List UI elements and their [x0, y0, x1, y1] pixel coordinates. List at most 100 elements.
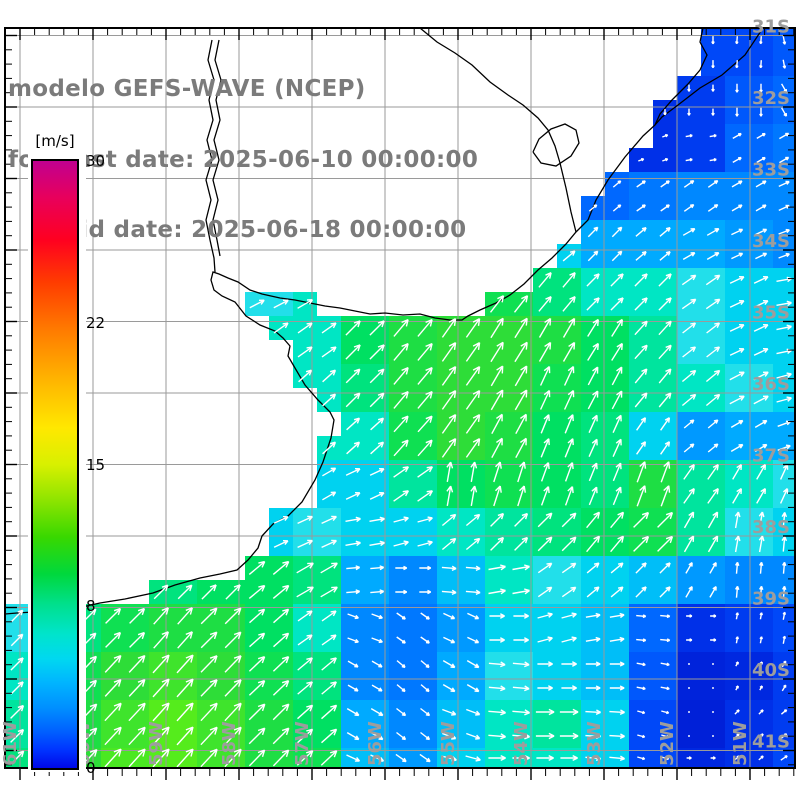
- wind-arrow: [152, 748, 170, 768]
- wind-arrow: [562, 272, 576, 288]
- wind-arrow: [753, 348, 769, 356]
- lon-label: 56W: [365, 721, 386, 766]
- wind-arrow: [345, 516, 361, 523]
- wind-arrow: [224, 748, 242, 768]
- wind-arrow: [710, 638, 717, 642]
- wind-arrow: [488, 661, 506, 668]
- wind-arrow: [370, 707, 384, 717]
- wind-arrow: [153, 631, 169, 649]
- wind-arrow: [681, 274, 697, 286]
- wind-arrow: [759, 612, 763, 620]
- wind-arrow: [587, 226, 599, 238]
- wind-arrow: [488, 588, 506, 595]
- wind-arrow: [660, 461, 671, 483]
- wind-arrow: [176, 678, 194, 698]
- wind-arrow: [540, 486, 550, 506]
- wind-arrow: [395, 753, 407, 763]
- wind-arrow: [371, 684, 383, 692]
- wind-arrow: [731, 228, 744, 236]
- wind-arrow: [612, 438, 622, 457]
- wind-arrow: [634, 273, 648, 287]
- wind-arrow: [662, 158, 669, 162]
- wind-arrow: [734, 709, 740, 715]
- wind-arrow: [489, 295, 505, 313]
- wind-arrow: [633, 535, 650, 552]
- wind-arrow: [320, 586, 338, 598]
- wind-arrow: [561, 512, 577, 528]
- wind-arrow: [321, 634, 337, 646]
- wind-arrow: [535, 708, 555, 716]
- wind-arrow: [441, 589, 457, 595]
- wind-arrow: [128, 654, 146, 673]
- wind-arrow: [658, 297, 672, 311]
- wind-arrow: [346, 754, 361, 762]
- wind-arrow: [564, 462, 574, 482]
- wind-arrow: [441, 437, 457, 458]
- wind-arrow: [706, 346, 721, 358]
- wind-arrow: [587, 366, 599, 386]
- map-frame-layer: [4, 27, 796, 780]
- wind-arrow: [707, 204, 719, 212]
- wind-arrow: [470, 485, 478, 507]
- wind-arrow: [610, 297, 624, 311]
- wind-arrow: [443, 612, 456, 620]
- wind-arrow: [681, 369, 697, 383]
- wind-arrow: [470, 461, 478, 483]
- wind-arrow: [10, 657, 24, 671]
- wind-arrow: [756, 132, 766, 140]
- wind-arrow: [369, 516, 385, 523]
- wind-arrow: [735, 60, 739, 69]
- wind-arrow: [585, 636, 601, 643]
- wind-arrow: [732, 132, 742, 140]
- wind-arrow: [465, 589, 481, 595]
- wind-arrow: [707, 463, 719, 480]
- wind-arrow: [441, 341, 457, 362]
- lat-label: 37S: [752, 446, 790, 467]
- wind-arrow: [709, 134, 717, 138]
- wind-arrow: [490, 389, 504, 411]
- wind-arrow: [488, 754, 506, 762]
- wind-arrow: [514, 341, 528, 363]
- wind-arrow: [782, 635, 787, 644]
- wind-arrow: [105, 607, 122, 624]
- wind-arrow: [759, 636, 763, 644]
- wind-arrow: [321, 346, 337, 358]
- wind-arrow: [201, 584, 217, 600]
- wind-arrow: [10, 609, 24, 623]
- wind-arrow: [687, 84, 691, 92]
- wind-arrow: [776, 372, 792, 379]
- wind-arrow: [10, 681, 24, 695]
- wind-arrow: [104, 726, 122, 746]
- wind-arrow: [609, 612, 625, 619]
- wind-arrow: [706, 322, 721, 334]
- wind-arrow: [345, 344, 361, 360]
- wind-arrow: [735, 612, 739, 620]
- wind-arrow: [104, 748, 122, 768]
- wind-arrow: [658, 273, 672, 287]
- wind-arrow: [346, 731, 360, 741]
- wind-arrow: [735, 685, 739, 691]
- wind-arrow: [489, 637, 505, 643]
- wind-arrow: [564, 414, 574, 434]
- wind-arrow: [417, 439, 433, 457]
- wind-arrow: [273, 540, 289, 548]
- wind-arrow: [491, 413, 503, 435]
- wind-arrow: [370, 589, 385, 595]
- wind-arrow: [490, 365, 504, 387]
- wind-arrow: [585, 612, 601, 619]
- wind-arrow: [610, 535, 625, 553]
- wind-arrow: [393, 390, 409, 409]
- wind-arrow: [659, 227, 671, 237]
- wind-arrow: [782, 35, 787, 45]
- wind-arrow: [758, 733, 764, 739]
- wind-arrow: [105, 631, 122, 648]
- wind-arrow: [561, 562, 577, 574]
- wind-arrow: [634, 320, 648, 336]
- wind-arrow: [393, 540, 409, 547]
- wind-arrow: [707, 419, 719, 429]
- wind-arrow: [753, 276, 769, 284]
- wind-arrow: [685, 562, 693, 574]
- wind-arrow: [735, 36, 739, 45]
- wind-arrow: [442, 732, 457, 740]
- geo-labels: 31S32S33S34S35S36S37S38S39S40S41S61W60W5…: [0, 17, 790, 767]
